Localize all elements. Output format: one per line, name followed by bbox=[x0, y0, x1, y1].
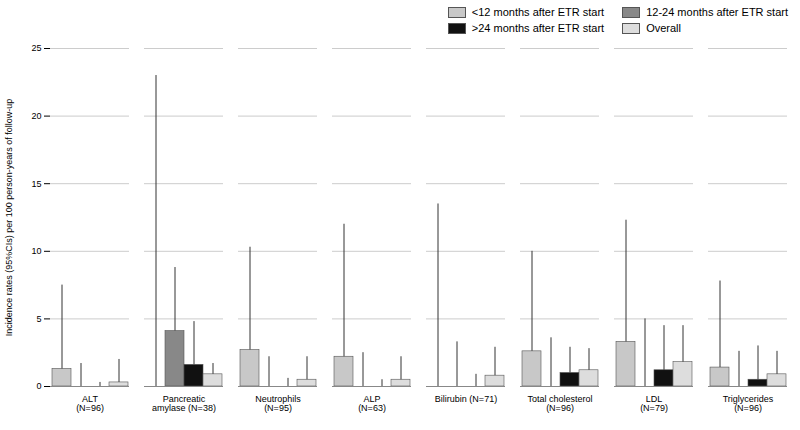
svg-text:Neutrophils(N=95): Neutrophils(N=95) bbox=[255, 394, 301, 413]
svg-text:LDL(N=79): LDL(N=79) bbox=[640, 394, 668, 413]
svg-text:Bilirubin (N=71): Bilirubin (N=71) bbox=[435, 394, 497, 404]
svg-text:0: 0 bbox=[36, 381, 41, 391]
svg-text:ALP(N=63): ALP(N=63) bbox=[358, 394, 386, 413]
svg-text:Total cholesterol(N=96): Total cholesterol(N=96) bbox=[527, 394, 592, 413]
svg-text:Triglycerides(N=96): Triglycerides(N=96) bbox=[723, 394, 774, 413]
html-text:>24 months after ETR start: >24 months after ETR start bbox=[471, 22, 605, 34]
svg-text:ALT(N=96): ALT(N=96) bbox=[76, 394, 104, 413]
html-text:12-24 months after ETR start: 12-24 months after ETR start bbox=[646, 6, 788, 18]
svg-text:5: 5 bbox=[36, 314, 41, 324]
svg-text:Pancreaticamylase (N=38): Pancreaticamylase (N=38) bbox=[152, 394, 216, 413]
svg-text:20: 20 bbox=[31, 111, 41, 121]
html-text:<12 months after ETR start: <12 months after ETR start bbox=[471, 6, 605, 18]
svg-text:Incidence rates (95%CIs) per 1: Incidence rates (95%CIs) per 100 person-… bbox=[4, 99, 14, 337]
svg-text:15: 15 bbox=[31, 179, 41, 189]
svg-text:10: 10 bbox=[31, 246, 41, 256]
html-text:Overall: Overall bbox=[646, 22, 681, 34]
svg-text:25: 25 bbox=[31, 43, 41, 53]
